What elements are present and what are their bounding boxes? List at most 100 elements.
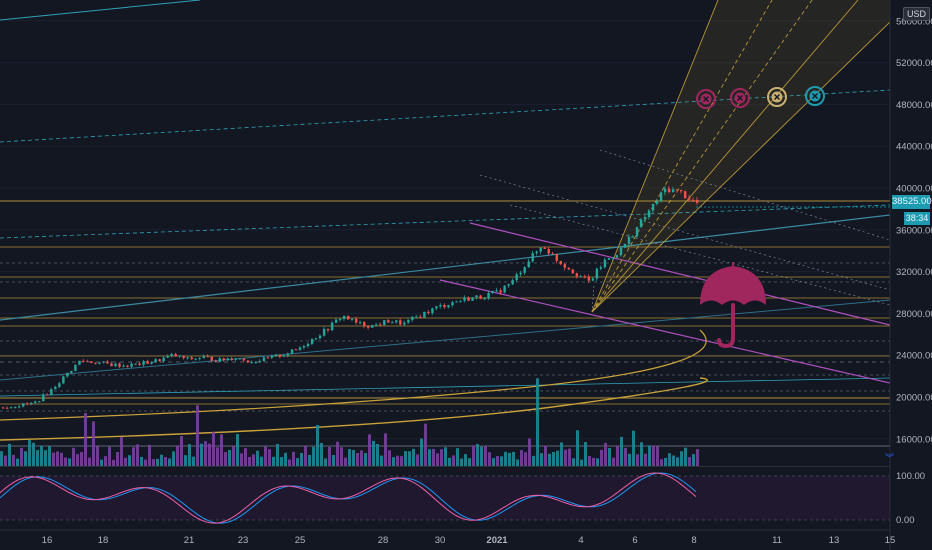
volume-bar [252,454,255,466]
candle-body [391,322,394,324]
candle-body [74,364,77,371]
candle-body [643,217,647,220]
candlesticks[interactable] [2,185,890,410]
circle-x-icon[interactable] [767,87,787,107]
candle-body [631,236,635,238]
volume-bar [468,458,471,466]
candle-body [178,355,181,357]
volume-bar [256,450,259,466]
candle-body [234,358,238,360]
candle-body [423,311,426,318]
candle-body [663,188,667,193]
candle-body [262,357,266,362]
candle-body [134,363,137,365]
candle-body [162,357,165,362]
marker-icons[interactable] [696,86,825,109]
stochastic-oscillator: 100.00 0.00 [0,471,925,526]
candle-body [687,198,691,200]
candle-body [367,326,370,328]
candle-body [455,301,458,303]
volume-bar [208,443,211,466]
currency-badge[interactable]: USD [903,7,931,21]
volume-bar [164,457,167,466]
volume-bar [668,453,671,466]
volume-bar [448,457,451,466]
umbrella-icon [700,262,766,349]
candle-body [46,394,49,396]
price-axis-label: 36000.00 [896,225,932,236]
volume-bar [472,445,475,466]
time-axis[interactable]: 16 18 21 23 25 28 30 2021 4 6 8 11 13 15 [42,535,896,546]
candle-body [535,251,538,254]
volume-bar [456,448,459,466]
volume-bar [688,457,691,466]
candle-body [82,360,85,362]
volume-bar [424,423,427,466]
volume-bar [380,455,383,466]
volume-bar [120,437,123,466]
volume-bar [480,446,483,466]
time-axis-label: 30 [435,535,446,546]
volume-bar [212,432,215,466]
time-axis-label: 11 [772,535,782,546]
volume-bar [632,430,635,466]
candle-body [226,358,230,361]
candle-body [555,254,558,261]
candle-body [511,280,514,285]
candle-body [198,358,201,360]
volume-bar [376,444,379,466]
candle-body [439,305,442,307]
volume-bar [488,452,491,466]
volume-bar [176,446,179,466]
candle-body [142,361,145,365]
candle-body [691,199,695,201]
candle-body [675,189,679,191]
candle-body [571,269,575,274]
price-axis-label: 28000.00 [896,309,932,320]
volume-bar [684,447,687,466]
candle-body [286,353,290,356]
candle-body [138,363,141,365]
candle-body [174,353,177,357]
fan-fill [592,0,890,312]
volume-bar [100,459,103,466]
candle-body [479,295,482,299]
pane-divider[interactable] [0,466,890,467]
volume-bar [96,446,99,466]
volume-bar [344,457,347,466]
volume-bar [200,443,203,466]
umbrella-handle [717,303,735,349]
collapse-icon[interactable]: ︾ [885,453,895,463]
volume-bar [476,443,479,466]
candle-body [206,356,209,358]
oscillator-axis-label: 100.00 [896,471,925,482]
candle-body [86,361,89,363]
oscillator-band [0,476,890,520]
volume-bar [316,424,319,466]
volume-bar [660,459,663,466]
volume-bar [160,454,163,466]
candle-body [395,320,398,323]
candle-body [543,247,546,249]
candle-body [230,358,234,360]
volume-bar [84,412,87,466]
volume-bar [628,453,631,466]
circle-x-icon[interactable] [730,88,750,108]
volume-bar [28,440,31,466]
volume-bar [692,454,695,466]
volume-bar [24,451,27,466]
candle-body [190,357,193,360]
circle-x-icon[interactable] [696,89,716,109]
candle-body [222,358,226,361]
circle-x-icon[interactable] [805,86,825,106]
volume-bar [204,441,207,466]
trend-line [0,299,891,381]
candle-body [383,320,386,326]
candle-body [26,403,29,405]
candle-body [6,407,9,409]
fib-fan[interactable] [591,0,891,313]
candle-body [587,276,591,281]
umbrella-canopy [700,266,766,305]
